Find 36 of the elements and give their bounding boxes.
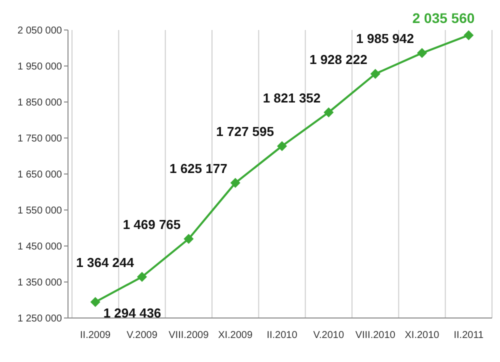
x-tick-label: II.2010 bbox=[266, 330, 298, 341]
x-tick-label: V.2009 bbox=[126, 330, 158, 341]
y-tick-label: 1 850 000 bbox=[18, 98, 62, 108]
point bbox=[230, 178, 240, 188]
point bbox=[277, 141, 287, 152]
y-tick-label: 1 550 000 bbox=[18, 206, 62, 216]
x-tick-label: VIII.2009 bbox=[168, 330, 210, 341]
y-tick-label: 1 750 000 bbox=[18, 134, 62, 144]
data-label: 1 294 436 bbox=[103, 306, 162, 321]
point bbox=[417, 48, 427, 58]
x-tick-label: XI.2010 bbox=[404, 330, 440, 341]
data-label: 1 625 177 bbox=[169, 160, 228, 176]
point bbox=[370, 68, 380, 79]
x-tick-label: VIII.2010 bbox=[355, 330, 396, 341]
data-label: 1 364 244 bbox=[76, 254, 135, 270]
x-tick-label: II.2009 bbox=[80, 330, 112, 341]
y-tick-label: 1 950 000 bbox=[18, 62, 62, 72]
x-tick-label: V.2010 bbox=[313, 330, 344, 341]
y-tick-label: 1 450 000 bbox=[18, 242, 62, 252]
x-tick-label: II.2011 bbox=[454, 330, 484, 341]
point bbox=[90, 297, 100, 308]
y-tick-label: 2 050 000 bbox=[18, 26, 62, 36]
data-label: 1 928 222 bbox=[309, 52, 368, 67]
data-label: 1 821 352 bbox=[262, 90, 321, 106]
point bbox=[324, 107, 334, 118]
data-label: 1 727 595 bbox=[216, 124, 274, 140]
y-tick-label: 1 350 000 bbox=[18, 278, 62, 288]
data-label: 2 035 560 bbox=[412, 10, 475, 26]
point bbox=[464, 30, 474, 40]
data-label: 1 469 765 bbox=[122, 216, 181, 232]
data-label: 1 985 942 bbox=[356, 31, 414, 46]
y-tick-label: 1 250 000 bbox=[18, 314, 62, 324]
point bbox=[184, 234, 194, 244]
point bbox=[137, 272, 147, 282]
x-tick-label: XI.2009 bbox=[218, 330, 253, 341]
y-tick-label: 1 650 000 bbox=[18, 170, 62, 180]
